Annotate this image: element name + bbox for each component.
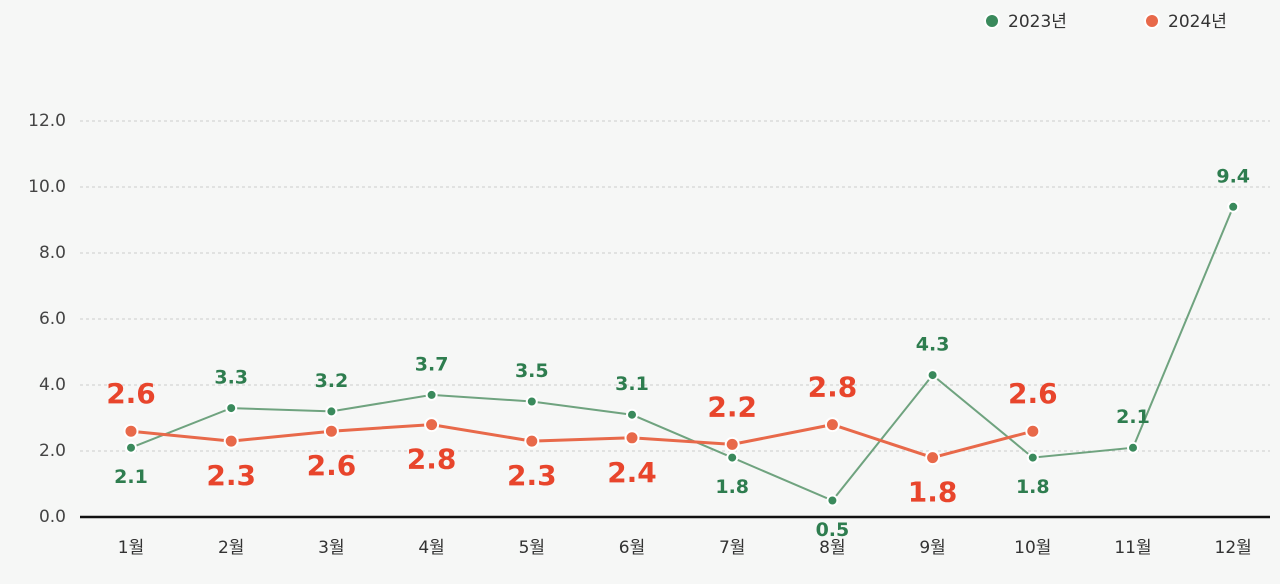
data-label: 3.3 [214,367,248,389]
data-label: 1.8 [715,476,749,498]
y-tick-label: 6.0 [39,309,66,329]
point [824,417,840,433]
data-label: 9.4 [1216,165,1250,187]
point [323,423,339,439]
point [425,388,438,401]
point [525,395,538,408]
data-label: 3.2 [315,370,349,392]
legend-label: 2023년 [1008,12,1067,32]
point [926,369,939,382]
data-label: 0.5 [816,519,850,541]
series-line [130,423,1034,460]
x-tick-label: 11월 [1114,538,1151,558]
y-tick-label: 0.0 [39,507,66,527]
x-tick-label: 7월 [719,538,745,558]
legend-marker [1144,13,1160,29]
data-label: 2.4 [607,456,657,489]
point [524,433,540,449]
x-tick-label: 12월 [1215,538,1252,558]
x-tick-label: 9월 [919,538,945,558]
y-tick-label: 4.0 [39,375,66,395]
point [724,436,740,452]
y-tick-label: 12.0 [28,111,66,131]
point [624,430,640,446]
point [125,441,137,454]
y-tick-label: 10.0 [28,177,66,197]
x-tick-label: 4월 [418,538,444,558]
point [925,450,941,466]
point [225,402,238,415]
legend-label: 2024년 [1168,12,1227,32]
data-label: 2.3 [206,459,256,492]
data-label: 1.8 [908,476,958,509]
data-label: 2.3 [507,459,557,492]
data-label: 1.8 [1016,476,1050,498]
y-tick-label: 8.0 [39,243,66,263]
data-label: 2.6 [1008,377,1058,410]
point [424,417,440,433]
point [1227,200,1240,213]
point [826,494,839,507]
data-label: 2.1 [1116,406,1150,428]
data-label: 3.7 [415,353,449,375]
point [123,423,139,439]
data-label: 2.8 [407,443,457,476]
data-label: 2.1 [114,466,148,488]
x-tick-label: 5월 [519,538,545,558]
point [626,408,638,421]
point [726,451,739,464]
data-label: 4.3 [916,334,950,356]
x-tick-label: 10월 [1014,538,1051,558]
x-tick-label: 2월 [218,538,244,558]
point [223,433,239,449]
x-tick-label: 1월 [118,538,144,558]
point [325,405,338,418]
data-label: 2.6 [307,449,357,482]
data-label: 2.6 [106,377,156,410]
x-tick-label: 8월 [819,538,845,558]
data-label: 3.5 [515,360,549,382]
point [1127,441,1139,454]
x-tick-label: 3월 [318,538,344,558]
data-label: 2.8 [808,371,858,404]
legend-marker [984,13,1000,29]
point [1025,423,1041,439]
data-label: 2.2 [707,390,757,423]
y-tick-label: 2.0 [39,441,66,461]
series-line [130,206,1235,502]
x-tick-label: 6월 [619,538,645,558]
data-label: 3.1 [615,373,649,395]
point [1026,451,1039,464]
